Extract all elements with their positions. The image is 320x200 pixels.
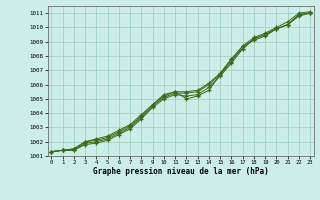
X-axis label: Graphe pression niveau de la mer (hPa): Graphe pression niveau de la mer (hPa)	[93, 167, 269, 176]
